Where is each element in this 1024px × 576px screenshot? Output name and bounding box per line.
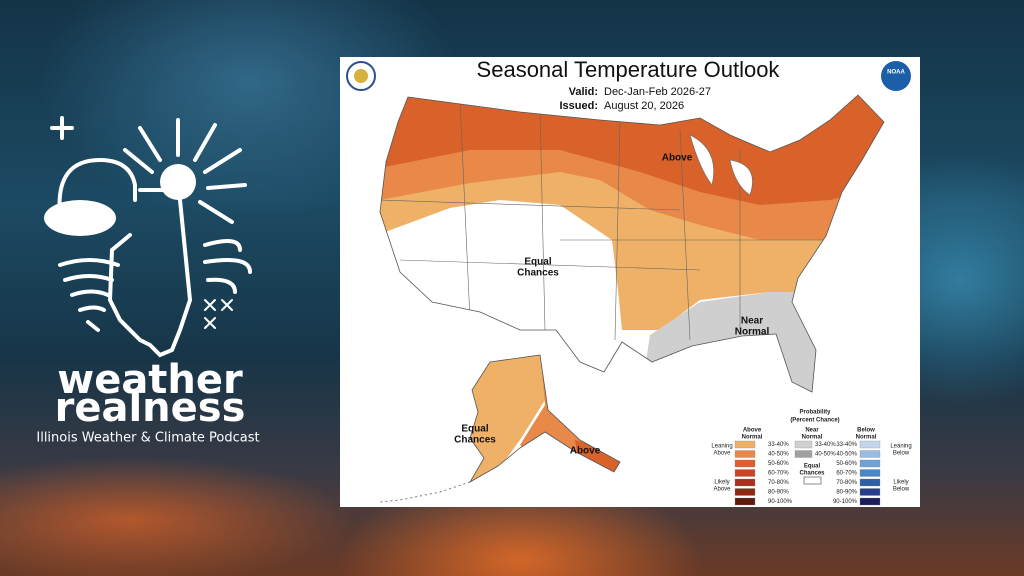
noaa-badge-text: NOAA [887, 70, 905, 76]
legend-swatch [734, 450, 756, 458]
seal-center [354, 69, 368, 83]
legend-swatch [803, 476, 822, 485]
legend-swatch [859, 450, 881, 458]
region-label: Normal [735, 327, 770, 338]
legend-heading: Normal [856, 435, 877, 441]
legend-row-label: Likely [714, 480, 729, 486]
region-label: Equal [461, 424, 488, 435]
legend-range: 70-80% [768, 480, 789, 486]
legend-swatch [734, 459, 756, 468]
legend-heading: Below [857, 428, 875, 434]
podcast-logo: weather realness Illinois Weather & Clim… [36, 116, 260, 446]
legend-heading: Normal [742, 435, 763, 441]
legend-equal-chances: Chances [799, 471, 825, 477]
legend-range: 60-70% [836, 471, 857, 477]
legend-range: 40-50% [815, 452, 836, 458]
sun-rays [123, 118, 247, 224]
state-lines [380, 99, 880, 341]
legend-heading: Above [743, 428, 762, 434]
cloud-icon [44, 200, 116, 236]
legend: Probability(Percent Chance)AboveNormal33… [711, 410, 912, 506]
issued-value: August 20, 2026 [604, 100, 684, 112]
legend-row-label: Below [893, 487, 910, 493]
legend-swatch [859, 440, 881, 449]
outlook-title: Seasonal Temperature Outlook [477, 57, 781, 82]
tornado-icon [58, 258, 120, 332]
legend-swatch [734, 497, 756, 506]
legend-swatch [734, 488, 756, 496]
issued-label: Issued: [559, 100, 598, 112]
legend-swatch [794, 450, 813, 458]
logo-subtitle: Illinois Weather & Climate Podcast [36, 431, 259, 446]
alaska-outline [468, 354, 621, 484]
legend-range: 90-100% [833, 499, 858, 505]
legend-range: 90-100% [768, 499, 793, 505]
legend-swatch [734, 440, 756, 449]
legend-swatch [794, 440, 813, 449]
outlook-panel: NOAA Seasonal Temperature Outlook Valid:… [340, 57, 920, 507]
sun-icon [160, 164, 196, 200]
legend-range: 60-70% [768, 471, 789, 477]
legend-range: 80-90% [836, 490, 857, 496]
region-label: Chances [517, 268, 559, 279]
legend-range: 70-80% [836, 480, 857, 486]
great-lakes [689, 134, 753, 196]
legend-range: 33-40% [768, 442, 789, 448]
illinois-outline [107, 188, 193, 358]
legend-range: 40-50% [768, 452, 789, 458]
legend-range: 40-50% [836, 452, 857, 458]
legend-title: Probability [799, 410, 831, 416]
legend-row-label: Above [713, 487, 731, 493]
sparkle-icon [50, 116, 74, 140]
legend-range: 80-90% [768, 490, 789, 496]
logo-line-1: weather [57, 357, 243, 403]
legend-range: 33-40% [836, 442, 857, 448]
legend-range: 50-60% [836, 461, 857, 467]
legend-row-label: Leaning [890, 444, 911, 450]
region-label: Chances [454, 435, 496, 446]
legend-row-label: Leaning [711, 444, 732, 450]
legend-swatch [859, 459, 881, 468]
legend-equal-chances: Equal [804, 464, 821, 470]
valid-value: Dec-Jan-Feb 2026-27 [604, 86, 711, 98]
legend-row-label: Below [893, 451, 910, 457]
legend-row-label: Likely [893, 480, 908, 486]
legend-range: 50-60% [768, 461, 789, 467]
wind-icon [203, 239, 252, 294]
legend-swatch [734, 478, 756, 487]
legend-heading: Normal [802, 435, 823, 441]
map-labels: AboveEqualChancesNearNormalEqualChancesA… [454, 153, 769, 457]
conus-outline [379, 94, 885, 393]
snow-icon [204, 299, 233, 329]
noaa-badge [881, 61, 911, 91]
valid-label: Valid: [569, 86, 598, 98]
legend-swatch [859, 488, 881, 496]
legend-title: (Percent Chance) [790, 418, 839, 424]
region-label: Above [662, 153, 693, 164]
aleutian-islands [379, 481, 471, 503]
logo-line-2: realness [55, 385, 246, 431]
legend-range: 33-40% [815, 442, 836, 448]
legend-swatch [734, 469, 756, 477]
alaska-above-50 [575, 440, 620, 482]
rainbow-icon [57, 157, 137, 217]
legend-swatch [859, 478, 881, 487]
region-label: Above [570, 446, 601, 457]
legend-swatch [859, 469, 881, 477]
region-label: Equal [524, 257, 551, 268]
legend-heading: Near [805, 428, 819, 434]
legend-row-label: Above [713, 451, 731, 457]
legend-swatch [859, 497, 881, 506]
region-label: Near [741, 316, 763, 327]
